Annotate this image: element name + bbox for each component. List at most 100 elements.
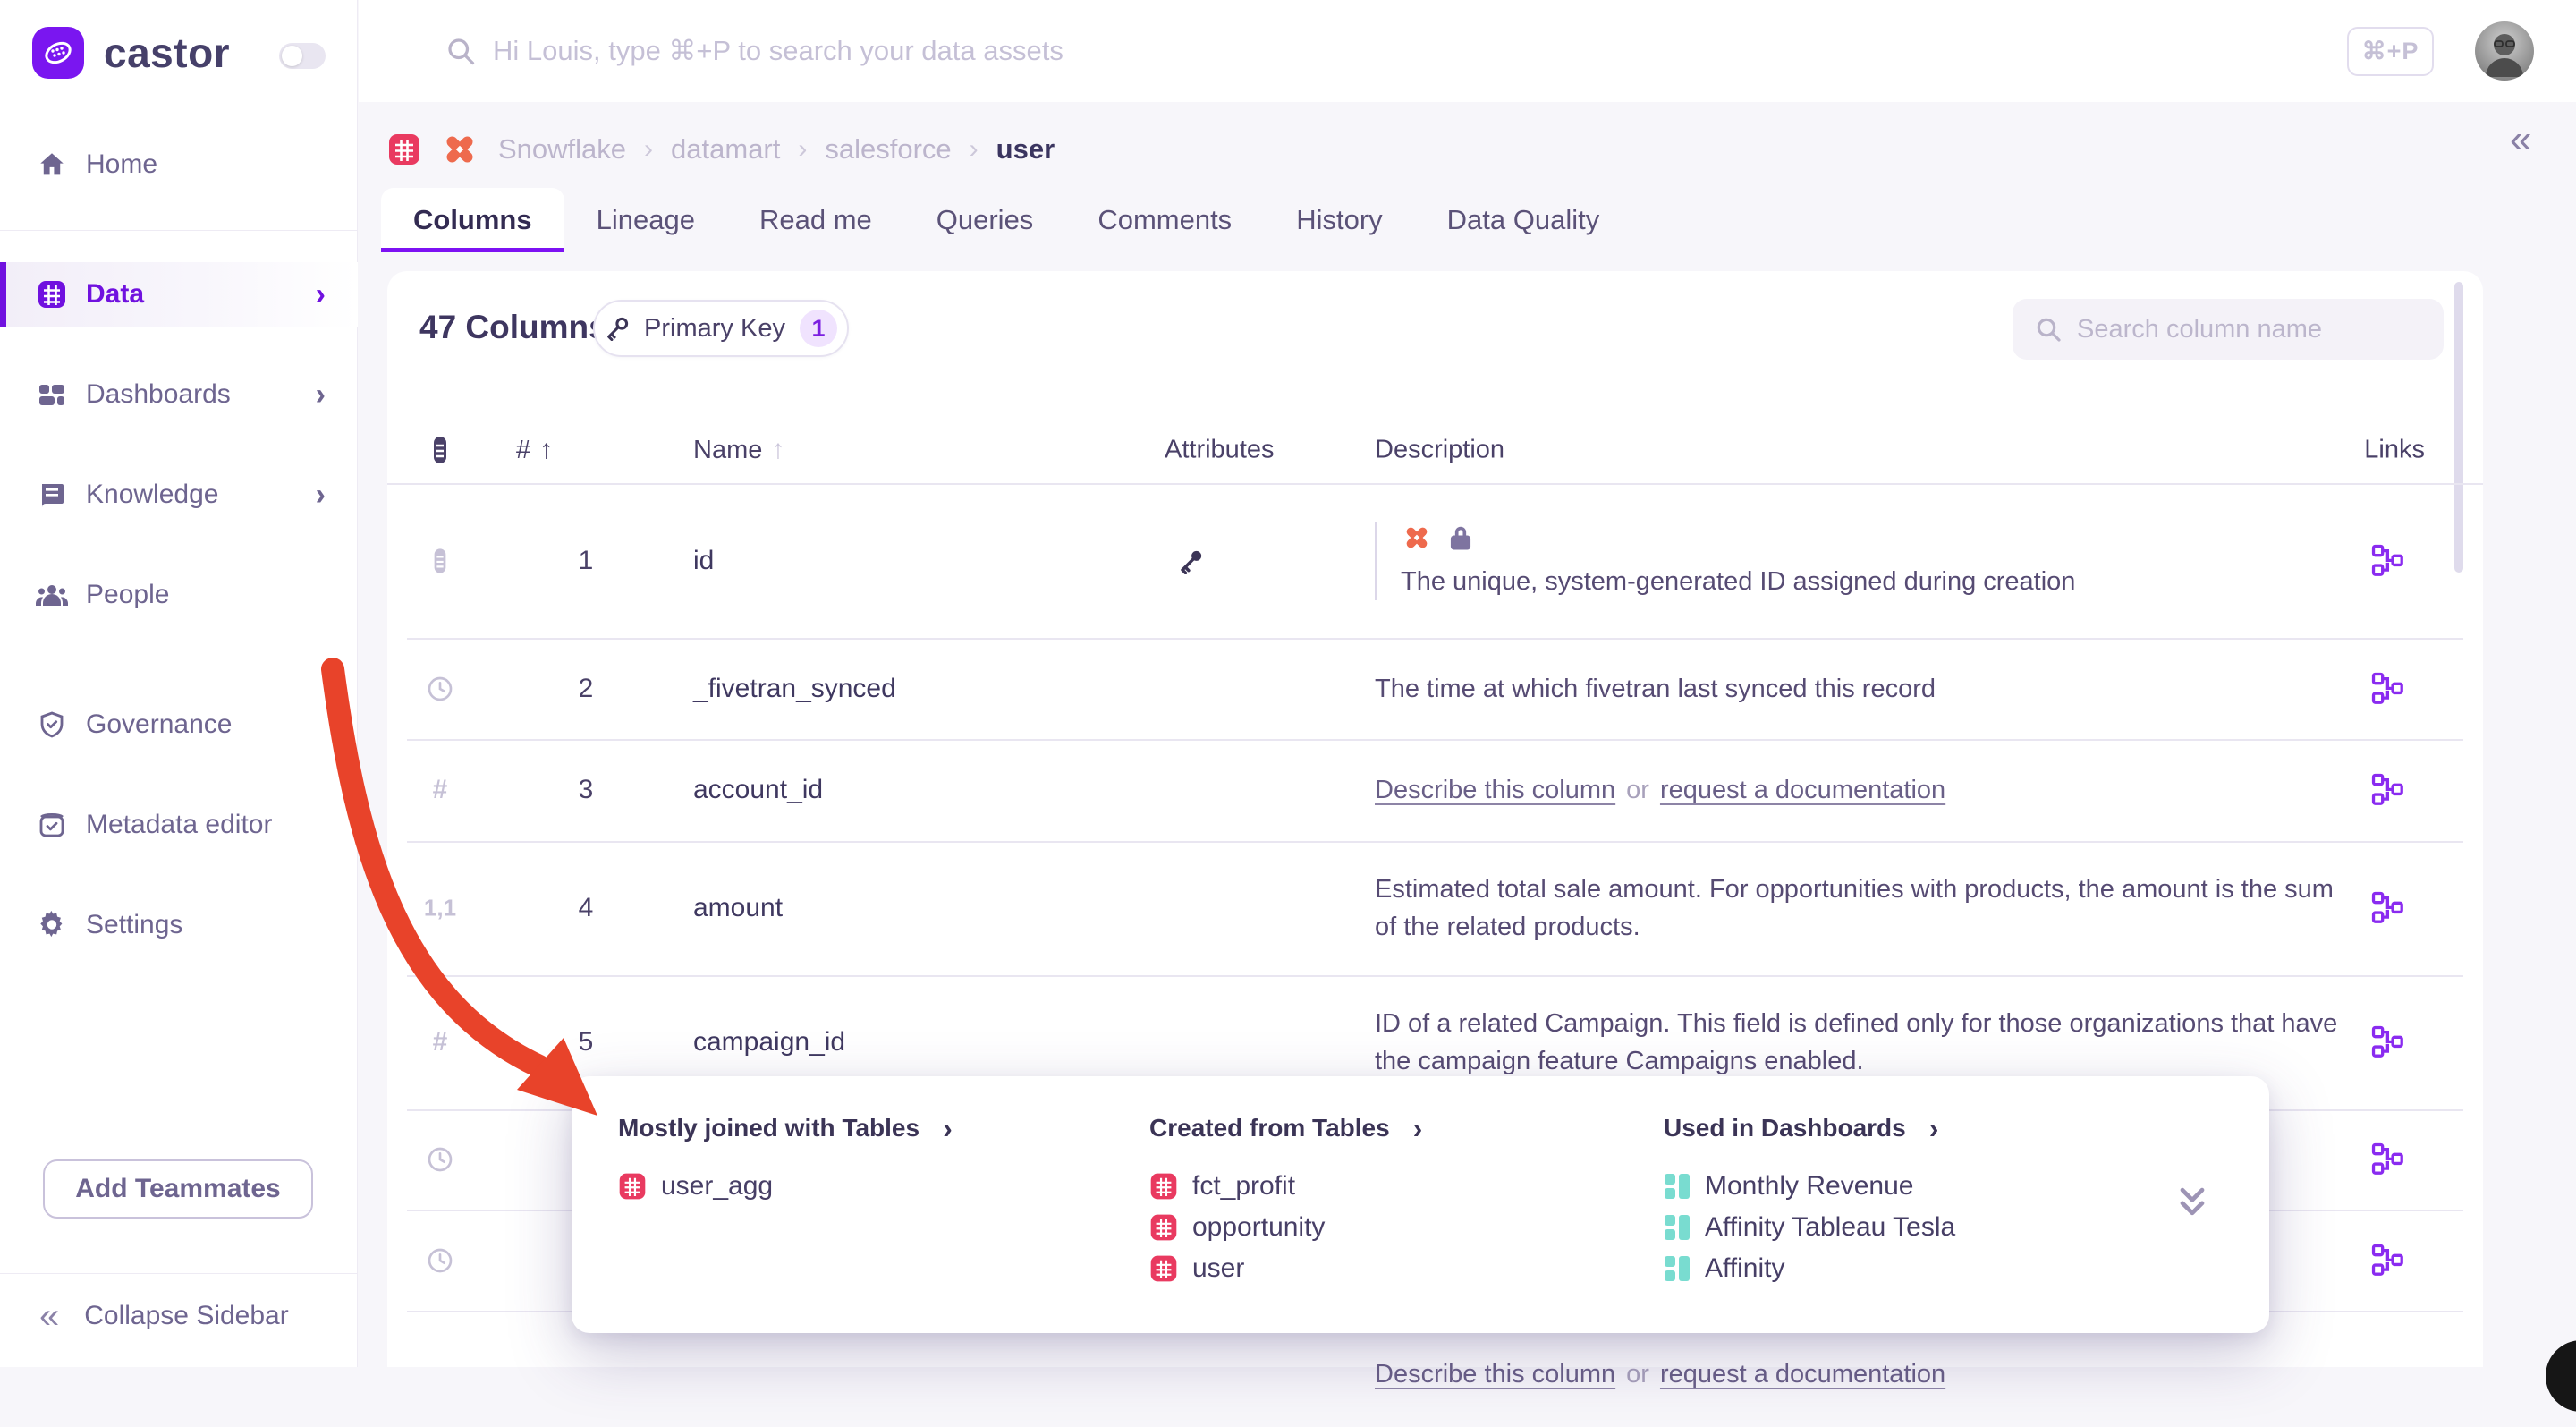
name-column-header[interactable]: Name ↑ xyxy=(693,435,785,464)
dashboard-item[interactable]: Affinity Tableau Tesla xyxy=(1664,1210,1955,1245)
key-icon xyxy=(607,317,629,341)
lineage-links-icon[interactable] xyxy=(2368,1025,2408,1059)
home-icon xyxy=(34,149,70,180)
castor-logo-icon xyxy=(32,27,84,79)
expand-more-icon[interactable] xyxy=(2173,1182,2212,1221)
collapse-sidebar-button[interactable]: « Collapse Sidebar xyxy=(39,1296,289,1336)
header-separator xyxy=(387,483,2483,485)
table-scrollbar[interactable] xyxy=(2454,282,2463,573)
topbar: ⌘+P xyxy=(359,0,2576,102)
created-from-section[interactable]: Created from Tables › xyxy=(1149,1112,1423,1144)
used-in-dashboards-section[interactable]: Used in Dashboards › xyxy=(1664,1112,1939,1144)
sidebar-item-governance[interactable]: Governance xyxy=(0,692,358,757)
lineage-links-icon[interactable] xyxy=(2368,1244,2408,1278)
lineage-links-icon[interactable] xyxy=(2368,1142,2408,1176)
table-row[interactable]: # 3 account_id Describe this column or req… xyxy=(387,739,2483,841)
column-search-input[interactable] xyxy=(2077,314,2417,344)
lock-icon xyxy=(1447,523,1474,552)
collapse-panel-icon[interactable]: « xyxy=(2510,117,2532,161)
request-documentation-link[interactable]: request a documentation xyxy=(1659,1360,1946,1389)
tab-lineage[interactable]: Lineage xyxy=(596,204,695,235)
column-name: id xyxy=(693,545,715,575)
shortcut-badge: ⌘+P xyxy=(2347,27,2434,76)
table-row[interactable]: 1,1 4 amount Estimated total sale amount… xyxy=(387,841,2483,975)
primary-key-icon xyxy=(1178,548,1205,574)
breadcrumb-schema[interactable]: salesforce xyxy=(825,133,952,165)
chevron-right-icon: › xyxy=(1412,1112,1423,1144)
knowledge-book-icon xyxy=(34,480,70,509)
column-context-popup: Mostly joined with Tables › user_agg Crea… xyxy=(572,1076,2269,1333)
column-name: campaign_id xyxy=(693,1027,846,1057)
chat-widget-button[interactable] xyxy=(2546,1340,2576,1412)
user-avatar[interactable] xyxy=(2475,21,2534,81)
lineage-links-icon[interactable] xyxy=(2368,672,2408,706)
describe-column-link[interactable]: Describe this column xyxy=(1375,1360,1616,1389)
lineage-links-icon[interactable] xyxy=(2368,773,2408,807)
chevron-right-icon: › xyxy=(315,478,326,512)
table-asset-icon xyxy=(387,132,421,166)
joined-tables-section[interactable]: Mostly joined with Tables › xyxy=(618,1112,953,1144)
describe-column-link[interactable]: Describe this column xyxy=(1375,776,1616,804)
description-cell: The time at which fivetran last synced t… xyxy=(1375,674,1936,703)
table-row[interactable] xyxy=(387,1210,2483,1311)
number-column-header[interactable]: # ↑ xyxy=(516,435,554,464)
created-table-item[interactable]: user xyxy=(1149,1251,1244,1287)
timestamp-type-icon xyxy=(420,1246,460,1275)
column-name: amount xyxy=(693,893,784,922)
sidebar-item-home[interactable]: Home xyxy=(0,132,358,197)
description-cell: Describe this column or request a document… xyxy=(1375,1360,1946,1389)
tab-read-me[interactable]: Read me xyxy=(758,204,872,235)
sidebar-item-data[interactable]: Data › xyxy=(0,262,358,327)
timestamp-type-icon xyxy=(420,1145,460,1174)
lineage-links-icon[interactable] xyxy=(2368,544,2408,578)
column-name: _fivetran_synced xyxy=(693,673,896,703)
tab-history[interactable]: History xyxy=(1296,204,1383,235)
sidebar: castor Home Data › Dashboards › Knowledg… xyxy=(0,0,358,1367)
sidebar-item-dashboards[interactable]: Dashboards › xyxy=(0,362,358,427)
sidebar-divider xyxy=(0,1273,358,1274)
dashboard-item[interactable]: Affinity xyxy=(1664,1251,1785,1287)
dbt-badge-icon xyxy=(1401,522,1433,554)
tab-queries[interactable]: Queries xyxy=(936,204,1034,235)
tab-data-quality[interactable]: Data Quality xyxy=(1446,204,1600,235)
attributes-column-header: Attributes xyxy=(1165,435,1275,464)
sort-icon: ↑ xyxy=(771,435,785,464)
sidebar-divider xyxy=(0,230,358,231)
lineage-links-icon[interactable] xyxy=(2368,891,2408,925)
request-documentation-link[interactable]: request a documentation xyxy=(1659,776,1946,804)
global-search-input[interactable] xyxy=(493,18,2282,84)
sidebar-item-metadata-editor[interactable]: Metadata editor xyxy=(0,793,358,857)
add-teammates-button[interactable]: Add Teammates xyxy=(43,1159,313,1219)
description-cell: ID of a related Campaign. This field is … xyxy=(1375,1009,2338,1075)
description-cell: Describe this column or request a document… xyxy=(1375,776,1946,804)
table-row[interactable] xyxy=(387,1109,2483,1210)
table-row[interactable]: # 5 campaign_id ID of a related Campaign… xyxy=(387,975,2483,1109)
sidebar-item-settings[interactable]: Settings xyxy=(0,893,358,957)
tab-bar: Columns Lineage Read me Queries Comments… xyxy=(381,188,1631,252)
table-icon xyxy=(1150,1214,1177,1241)
search-icon xyxy=(445,35,477,67)
theme-toggle[interactable] xyxy=(279,43,326,69)
created-table-item[interactable]: opportunity xyxy=(1149,1210,1325,1245)
dashboards-icon xyxy=(34,380,70,409)
tab-comments[interactable]: Comments xyxy=(1097,204,1233,235)
tab-columns[interactable]: Columns xyxy=(381,188,564,252)
table-row[interactable]: 2 _fivetran_synced The time at which fiv… xyxy=(387,638,2483,739)
sidebar-item-people[interactable]: People xyxy=(0,563,358,627)
primary-key-filter[interactable]: Primary Key 1 xyxy=(593,300,849,357)
joined-table-item[interactable]: user_agg xyxy=(618,1168,773,1204)
gear-icon xyxy=(34,910,70,940)
decimal-type-icon: 1,1 xyxy=(423,894,457,922)
created-table-item[interactable]: fct_profit xyxy=(1149,1168,1295,1204)
description-cell: Estimated total sale amount. For opportu… xyxy=(1375,875,2334,941)
dashboard-item[interactable]: Monthly Revenue xyxy=(1664,1168,1913,1204)
sidebar-item-knowledge[interactable]: Knowledge › xyxy=(0,463,358,527)
chevron-right-icon: › xyxy=(644,134,654,164)
table-row[interactable]: 1 id The unique, system-generated ID ass… xyxy=(387,483,2483,638)
breadcrumb-database[interactable]: datamart xyxy=(671,133,781,165)
metadata-editor-icon xyxy=(34,811,70,839)
chevron-right-icon: › xyxy=(969,134,979,164)
breadcrumb-warehouse[interactable]: Snowflake xyxy=(498,133,627,165)
dbt-icon xyxy=(439,129,480,170)
shield-check-icon xyxy=(34,710,70,739)
